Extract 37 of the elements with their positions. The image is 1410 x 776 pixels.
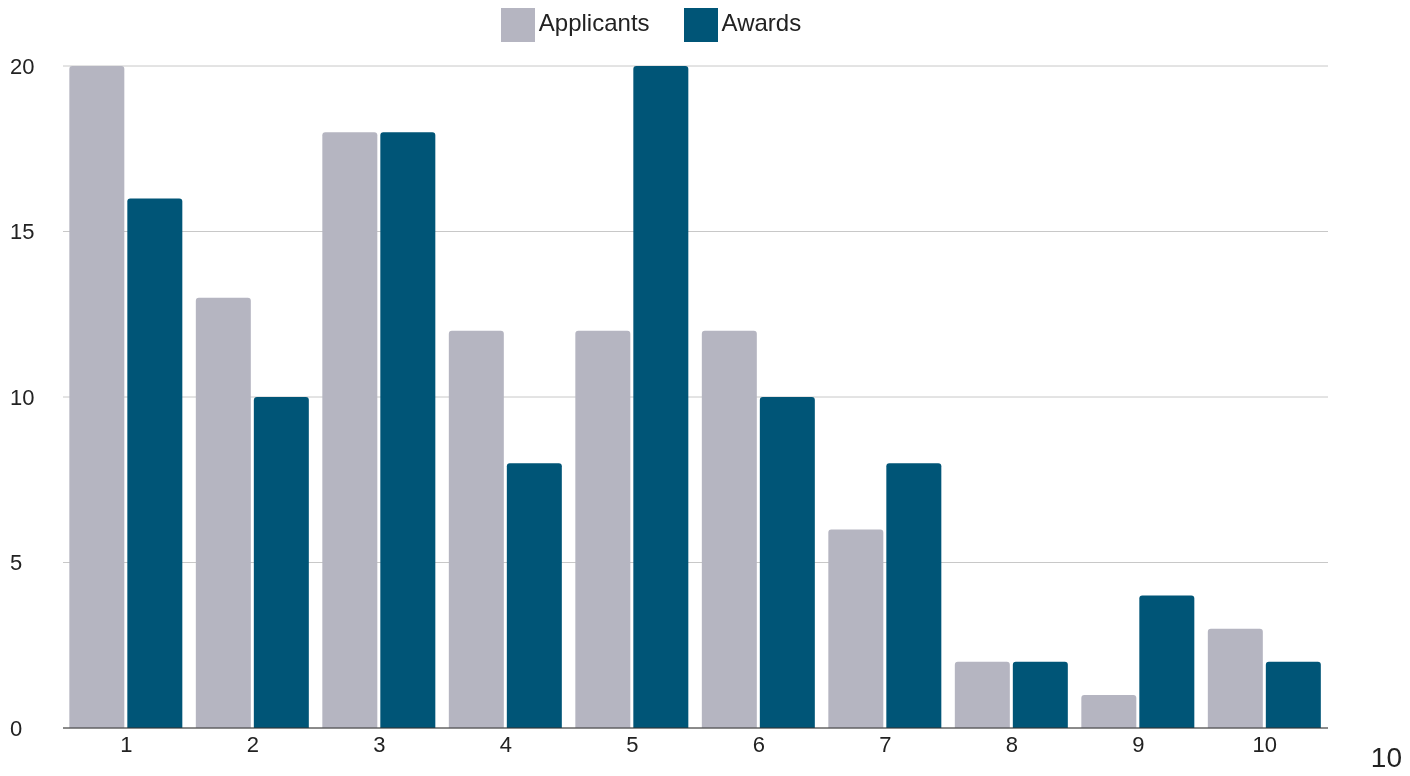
bar (954, 661, 1010, 728)
bar (127, 198, 183, 728)
bar (633, 66, 689, 728)
bar (195, 297, 251, 728)
bar (828, 529, 884, 728)
bar (1207, 628, 1263, 728)
y-tick-label: 20 (10, 53, 35, 79)
bar (1012, 661, 1068, 728)
bar (69, 66, 125, 728)
x-tick-label: 7 (879, 731, 892, 757)
x-tick-label: 9 (1132, 731, 1145, 757)
y-tick-label: 5 (10, 550, 23, 576)
bar (701, 330, 757, 728)
x-tick-label: 10 (1252, 731, 1277, 757)
bar (253, 397, 309, 728)
bar (1081, 694, 1137, 728)
bar (1265, 661, 1321, 728)
bar (506, 463, 562, 728)
x-tick-label: 6 (752, 731, 765, 757)
legend-label: Applicants (538, 9, 650, 37)
bar (1139, 595, 1195, 728)
x-tick-label: 4 (499, 731, 512, 757)
y-tick-label: 0 (10, 715, 23, 741)
x-tick-label: 8 (1005, 731, 1018, 757)
bar (380, 132, 436, 728)
x-tick-label: 1 (120, 731, 133, 757)
legend-label: Awards (721, 9, 802, 37)
x-tick-label: 3 (373, 731, 386, 757)
y-tick-label: 15 (10, 219, 35, 245)
bar (886, 463, 942, 728)
y-tick-label: 10 (10, 384, 35, 410)
bar (322, 132, 378, 728)
bar (759, 397, 815, 728)
bar (448, 330, 504, 728)
x-tick-label: 5 (626, 731, 639, 757)
bar (575, 330, 631, 728)
x-tick-label: 2 (246, 731, 259, 757)
